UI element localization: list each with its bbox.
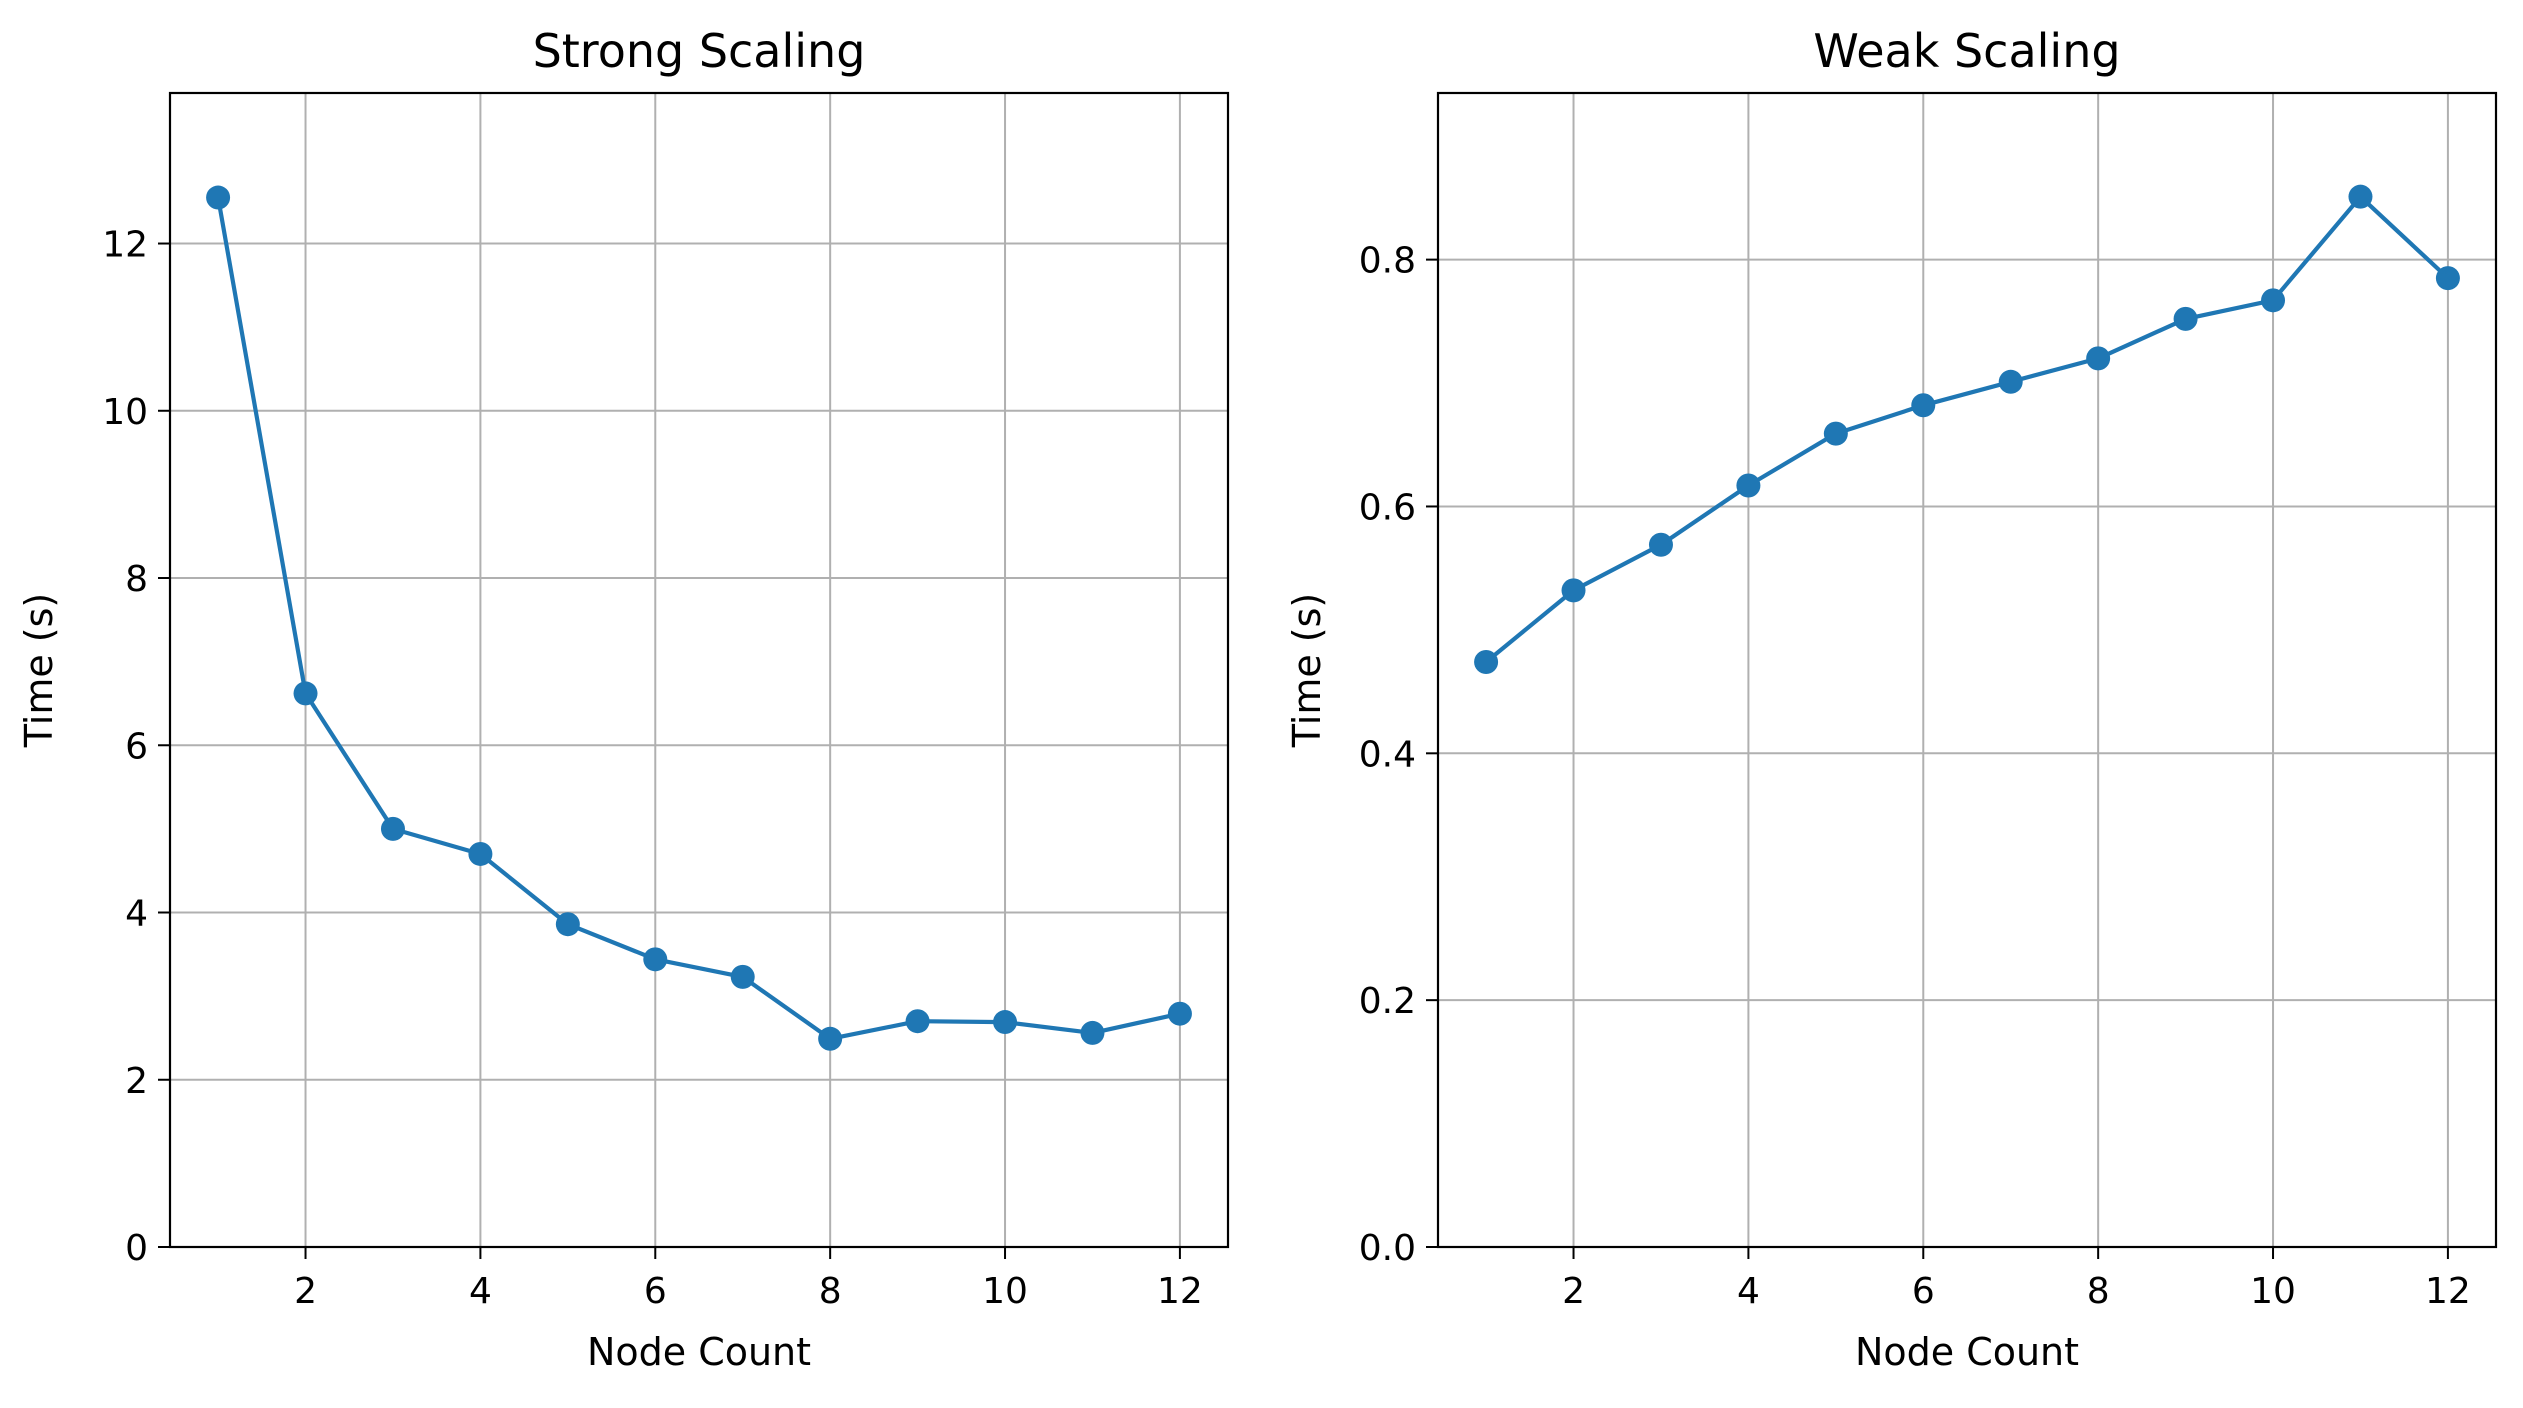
weak-ytick-label: 0.2 [1359, 981, 1416, 1022]
weak-series-line [1484, 194, 2450, 664]
strong-ytick-label: 2 [125, 1061, 148, 1102]
strong-data-point [905, 1009, 930, 1034]
weak-y-axis-label: Time (s) [1285, 593, 1329, 749]
strong-data-point [555, 912, 580, 937]
weak-ytick-label: 0.4 [1359, 734, 1416, 775]
strong-xtick-label: 4 [469, 1271, 492, 1312]
weak-xtick-label: 12 [2425, 1271, 2471, 1312]
weak-xtick-label: 2 [1562, 1271, 1585, 1312]
strong-ytick-label: 12 [102, 225, 148, 266]
strong-ytick-label: 0 [125, 1228, 148, 1269]
strong-ytick-label: 4 [125, 894, 148, 935]
strong-ytick-label: 6 [125, 726, 148, 767]
strong-ytick-label: 8 [125, 559, 148, 600]
strong-y-axis-label: Time (s) [17, 593, 61, 749]
weak-xtick-label: 8 [2087, 1271, 2110, 1312]
strong-data-point [293, 681, 318, 706]
weak-data-point [2435, 266, 2460, 291]
weak-ytick-label: 0.8 [1359, 241, 1416, 282]
weak-data-point [1561, 578, 1586, 603]
strong-xtick-label: 6 [644, 1271, 667, 1312]
weak-data-point [2348, 184, 2373, 209]
weak-data-point [1998, 369, 2023, 394]
strong-data-point [380, 816, 405, 841]
strong-xtick-label: 10 [982, 1271, 1028, 1312]
strong-data-point [468, 841, 493, 866]
strong-data-point [1080, 1020, 1105, 1045]
strong-axes-frame [168, 91, 1230, 1249]
strong-data-point [206, 185, 231, 210]
weak-ytick-label: 0.0 [1359, 1228, 1416, 1269]
weak-data-point [1911, 393, 1936, 418]
weak-scaling-panel: 2 4 6 8 10 12 0.0 0.2 0.4 0.6 0.8 Weak Scaling Node … [1285, 24, 2498, 1374]
strong-data-point [643, 947, 668, 972]
strong-data-point [993, 1010, 1018, 1035]
strong-series-line [216, 197, 1181, 1041]
weak-data-point [1648, 532, 1673, 557]
weak-data-point [1474, 649, 1499, 674]
weak-chart-title: Weak Scaling [1813, 24, 2120, 78]
weak-data-point [2261, 288, 2286, 313]
strong-data-point [730, 964, 755, 989]
weak-data-point [1736, 473, 1761, 498]
weak-xtick-label: 4 [1737, 1271, 1760, 1312]
weak-data-point [2086, 346, 2111, 371]
strong-scaling-panel: 2 4 6 8 10 12 0 2 4 6 8 10 12 Strong Scaling Node Coun… [17, 24, 1230, 1374]
weak-data-point [2173, 306, 2198, 331]
strong-xtick-label: 8 [819, 1271, 842, 1312]
weak-data-point [1823, 421, 1848, 446]
weak-xtick-label: 10 [2250, 1271, 2296, 1312]
weak-axes-frame [1436, 91, 2498, 1249]
strong-data-point [818, 1026, 843, 1051]
weak-xtick-label: 6 [1912, 1271, 1935, 1312]
weak-x-axis-label: Node Count [1855, 1330, 2079, 1374]
strong-data-point [1167, 1001, 1192, 1026]
strong-x-axis-label: Node Count [587, 1330, 811, 1374]
strong-chart-title: Strong Scaling [533, 24, 866, 78]
strong-ytick-label: 10 [102, 392, 148, 433]
strong-xtick-label: 2 [294, 1271, 317, 1312]
strong-xtick-label: 12 [1157, 1271, 1203, 1312]
weak-ytick-label: 0.6 [1359, 487, 1416, 528]
